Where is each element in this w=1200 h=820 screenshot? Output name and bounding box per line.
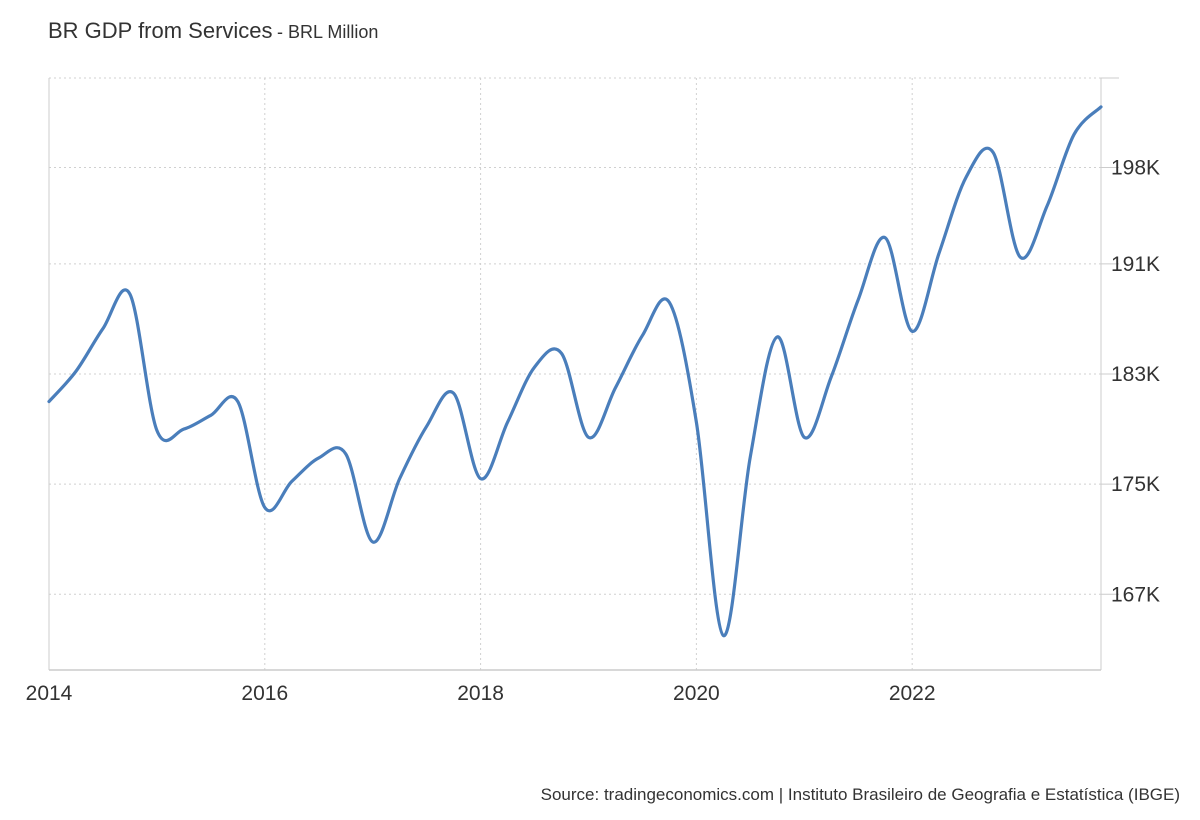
x-tick-label: 2020 — [673, 682, 720, 705]
axes — [48, 77, 1119, 671]
y-tick-label: 191K — [1111, 253, 1160, 276]
x-tick-label: 2018 — [457, 682, 504, 705]
series-line — [47, 105, 1103, 638]
y-tick-label: 167K — [1111, 583, 1160, 606]
chart-subtitle: - BRL Million — [277, 22, 379, 42]
chart-title: BR GDP from Services — [48, 18, 273, 43]
x-axis-ticks: 2014 2016 2018 2020 2022 — [26, 682, 936, 705]
x-tick-label: 2014 — [26, 682, 73, 705]
series-group — [47, 105, 1103, 638]
grid-lines — [48, 77, 1101, 670]
x-tick-label: 2022 — [889, 682, 936, 705]
y-tick-label: 183K — [1111, 363, 1160, 386]
y-tick-label: 198K — [1111, 156, 1160, 179]
chart-title-row: BR GDP from Services - BRL Million — [48, 18, 378, 44]
source-note: Source: tradingeconomics.com | Instituto… — [540, 785, 1180, 804]
x-tick-label: 2016 — [241, 682, 288, 705]
y-tick-label: 175K — [1111, 473, 1160, 496]
y-axis-ticks: 167K 175K 183K 191K 198K — [1111, 156, 1160, 606]
